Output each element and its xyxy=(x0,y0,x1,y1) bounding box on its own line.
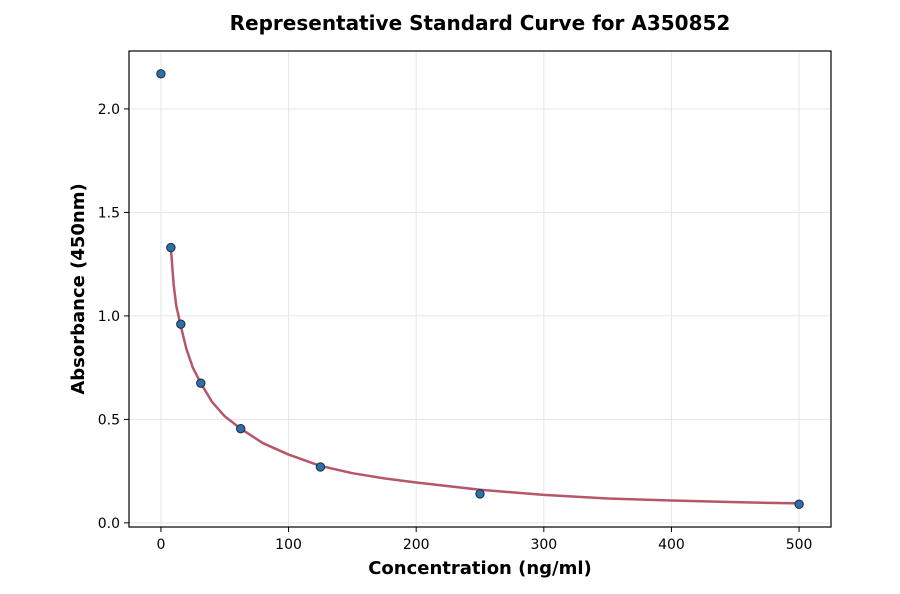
y-axis-ticks: 0.0 0.5 1.0 1.5 2.0 xyxy=(98,102,129,532)
data-point xyxy=(176,319,186,329)
data-point xyxy=(156,69,166,79)
x-tick-label: 100 xyxy=(275,537,302,553)
data-points-layer xyxy=(156,69,804,509)
data-point xyxy=(475,489,485,499)
x-tick-label: 400 xyxy=(658,537,685,553)
y-tick-label: 1.0 xyxy=(98,309,120,325)
x-tick-label: 500 xyxy=(786,537,813,553)
data-point xyxy=(315,462,326,472)
fit-curve-line xyxy=(169,246,801,505)
data-point xyxy=(196,378,206,388)
y-tick-label: 0.5 xyxy=(98,412,120,428)
y-tick-label: 1.5 xyxy=(98,205,120,221)
data-point xyxy=(794,499,804,509)
plot-frame xyxy=(128,50,832,528)
data-point xyxy=(235,423,246,434)
x-tick-label: 300 xyxy=(530,537,557,553)
x-axis-ticks: 0 100 200 300 400 500 xyxy=(156,527,812,553)
x-tick-label: 0 xyxy=(156,537,165,553)
fit-curve-layer xyxy=(169,246,801,505)
y-tick-label: 0.0 xyxy=(98,516,120,532)
x-tick-label: 200 xyxy=(403,537,430,553)
data-point xyxy=(166,242,176,253)
y-tick-label: 2.0 xyxy=(98,102,120,118)
chart-title: Representative Standard Curve for A35085… xyxy=(230,11,731,35)
x-axis-label: Concentration (ng/ml) xyxy=(368,558,592,579)
grid xyxy=(129,51,831,527)
y-axis-label: Absorbance (450nm) xyxy=(68,183,89,394)
